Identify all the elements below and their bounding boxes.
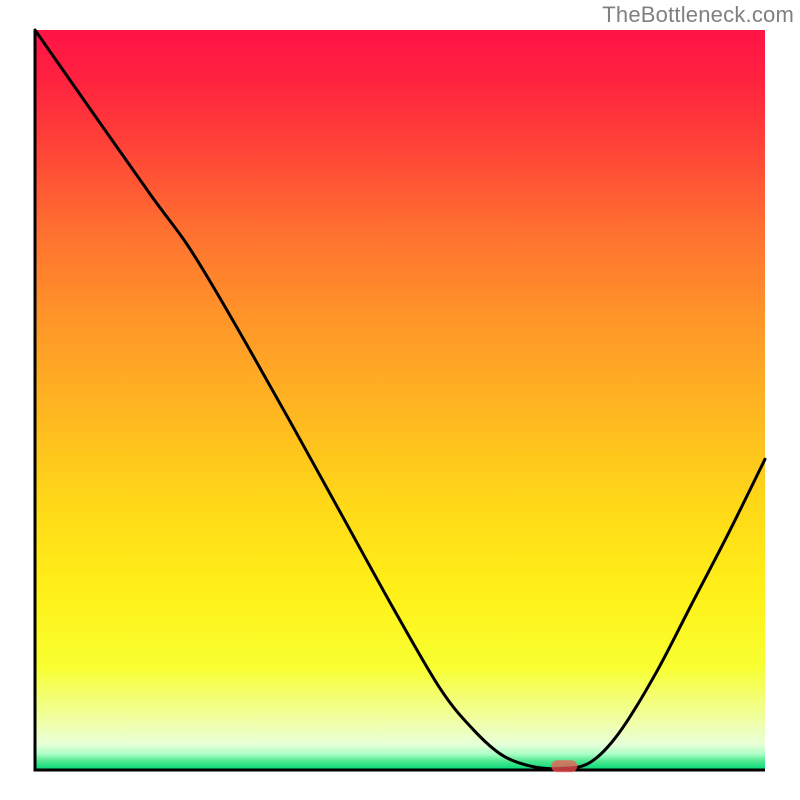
gradient-background [35, 30, 765, 770]
bottleneck-chart [0, 0, 800, 800]
optimal-marker [551, 760, 577, 772]
chart-svg [0, 0, 800, 800]
watermark-text: TheBottleneck.com [602, 2, 794, 28]
